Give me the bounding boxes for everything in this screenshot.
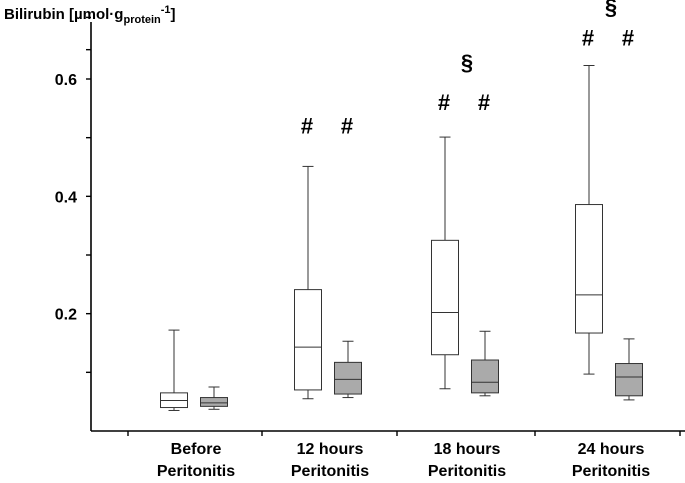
x-category-label-line1: Before bbox=[171, 441, 222, 458]
y-axis-label-unit: µmol·g bbox=[74, 6, 124, 23]
x-category-label-line1: 18 hours bbox=[434, 441, 501, 458]
box-iqr bbox=[334, 361, 362, 395]
y-tick-label: 0.4 bbox=[55, 189, 77, 206]
significance-hash-marker: # bbox=[438, 90, 450, 115]
x-category-label-line2: Peritonitis bbox=[291, 463, 369, 480]
x-category-label-line1: 12 hours bbox=[297, 441, 364, 458]
significance-hash-marker: # bbox=[582, 26, 594, 51]
significance-hash-marker: # bbox=[341, 114, 353, 139]
significance-hash-marker: # bbox=[301, 114, 313, 139]
x-category-label-line2: Peritonitis bbox=[428, 463, 506, 480]
box-iqr bbox=[575, 204, 603, 334]
y-tick-label: 0.6 bbox=[55, 72, 77, 89]
y-axis-label-unit-sub: protein bbox=[123, 14, 161, 26]
x-category-label-line2: Peritonitis bbox=[157, 463, 235, 480]
x-category-label-line1: 24 hours bbox=[578, 441, 645, 458]
box-iqr bbox=[431, 239, 459, 356]
y-axis-label: Bilirubin [µmol·gprotein-1] bbox=[4, 4, 176, 26]
y-tick-label: 0.2 bbox=[55, 307, 77, 324]
box-iqr bbox=[200, 397, 228, 407]
y-axis-label-main: Bilirubin [ bbox=[4, 6, 74, 23]
box-iqr bbox=[615, 363, 643, 397]
significance-hash-marker: # bbox=[478, 90, 490, 115]
y-axis-label-unit-sup: -1 bbox=[160, 4, 171, 16]
x-category-label-line2: Peritonitis bbox=[572, 463, 650, 480]
significance-hash-marker: # bbox=[622, 26, 634, 51]
significance-section-marker: § bbox=[605, 0, 617, 19]
box-iqr bbox=[294, 289, 322, 391]
y-axis-label-close: ] bbox=[170, 6, 176, 23]
significance-section-marker: § bbox=[461, 50, 473, 75]
box-iqr bbox=[471, 359, 499, 394]
